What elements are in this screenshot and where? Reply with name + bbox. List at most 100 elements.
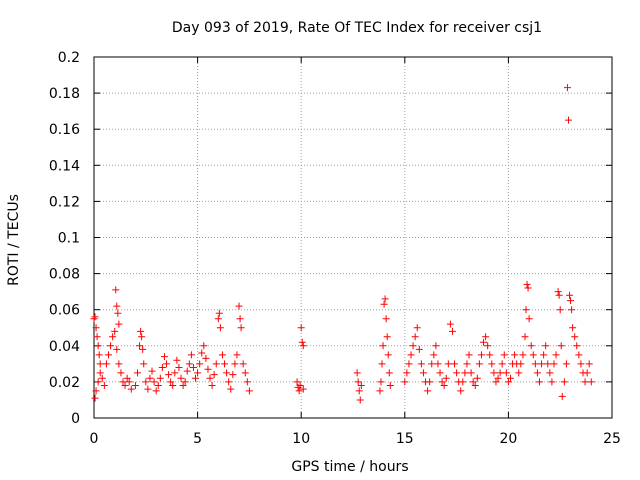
data-point — [517, 360, 525, 368]
data-point — [519, 351, 527, 359]
data-point — [430, 351, 438, 359]
data-point — [581, 378, 589, 386]
data-point — [521, 333, 529, 341]
data-point — [453, 369, 461, 377]
data-point — [357, 382, 365, 390]
data-point — [171, 369, 179, 377]
data-point — [160, 353, 168, 361]
data-point — [563, 84, 571, 92]
data-point — [156, 374, 164, 382]
data-point — [295, 387, 303, 395]
data-point — [446, 320, 454, 328]
data-point — [377, 378, 385, 386]
data-point — [568, 306, 576, 314]
data-point — [299, 385, 307, 393]
data-point — [500, 351, 508, 359]
data-point — [405, 360, 413, 368]
data-point — [196, 360, 204, 368]
data-point — [556, 306, 564, 314]
data-point — [523, 280, 531, 288]
data-point — [415, 345, 423, 353]
data-point — [548, 378, 556, 386]
data-point — [540, 351, 548, 359]
data-point — [440, 382, 448, 390]
data-point — [353, 369, 361, 377]
data-point — [403, 369, 411, 377]
data-point — [214, 315, 222, 323]
data-point — [150, 378, 158, 386]
data-point — [95, 351, 103, 359]
x-tick-label: 10 — [292, 431, 310, 447]
data-point — [243, 378, 251, 386]
data-point — [542, 342, 550, 350]
data-point — [105, 351, 113, 359]
data-point — [192, 374, 200, 382]
data-point — [424, 387, 432, 395]
data-point — [442, 374, 450, 382]
x-tick-label: 15 — [396, 431, 414, 447]
data-point — [486, 351, 494, 359]
data-point — [109, 333, 117, 341]
y-tick-label: 0.2 — [58, 50, 80, 66]
data-point — [299, 342, 307, 350]
data-point — [409, 342, 417, 350]
data-point — [115, 360, 123, 368]
axis-ticks: 0 5 10 15 20 25 0 0.02 0.04 0.06 0.08 0.1 0.12 0.14 0.… — [49, 50, 621, 447]
data-point — [488, 360, 496, 368]
data-point — [293, 378, 301, 386]
data-point — [221, 360, 229, 368]
data-point — [566, 291, 574, 299]
data-point — [538, 360, 546, 368]
data-point — [490, 369, 498, 377]
data-point — [583, 369, 591, 377]
data-point — [575, 351, 583, 359]
data-point — [557, 342, 565, 350]
data-point — [136, 342, 144, 350]
data-point — [527, 342, 535, 350]
data-point — [94, 342, 102, 350]
data-point — [571, 333, 579, 341]
data-point — [498, 360, 506, 368]
data-point — [502, 369, 510, 377]
data-point — [235, 302, 243, 310]
data-point — [148, 367, 156, 375]
data-point — [585, 360, 593, 368]
data-point — [524, 284, 532, 292]
data-point — [426, 378, 434, 386]
y-tick-label: 0.12 — [49, 194, 80, 210]
data-point — [560, 378, 568, 386]
data-point — [544, 360, 552, 368]
data-point — [194, 369, 202, 377]
data-point — [202, 354, 210, 362]
data-point — [107, 342, 115, 350]
x-tick-label: 20 — [499, 431, 517, 447]
data-point — [210, 371, 218, 379]
grid-lines — [94, 57, 612, 418]
data-point — [114, 309, 122, 317]
data-point — [183, 367, 191, 375]
data-point — [382, 315, 390, 323]
y-tick-label: 0.06 — [49, 303, 80, 319]
data-point — [121, 382, 129, 390]
data-point — [223, 369, 231, 377]
data-point — [152, 387, 160, 395]
data-point — [297, 324, 305, 332]
data-point — [459, 378, 467, 386]
data-point — [137, 327, 145, 335]
data-point — [432, 342, 440, 350]
data-point — [558, 392, 566, 400]
data-point — [463, 360, 471, 368]
data-point — [496, 369, 504, 377]
data-point — [296, 382, 304, 390]
data-point — [564, 116, 572, 124]
data-point — [407, 351, 415, 359]
data-point — [233, 351, 241, 359]
data-point — [434, 360, 442, 368]
data-point — [494, 374, 502, 382]
data-point — [555, 291, 563, 299]
data-point — [535, 378, 543, 386]
data-point — [96, 369, 104, 377]
x-axis-label: GPS time / hours — [291, 459, 408, 475]
data-point — [98, 374, 106, 382]
